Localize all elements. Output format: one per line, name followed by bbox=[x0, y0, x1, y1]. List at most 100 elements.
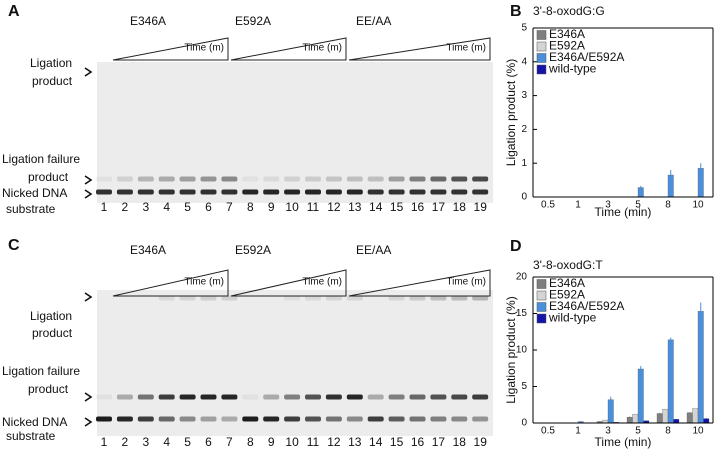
gel-band bbox=[305, 416, 321, 422]
gel-band bbox=[137, 176, 154, 182]
gel-band bbox=[242, 416, 259, 422]
gel-band bbox=[158, 176, 175, 182]
time-triangle bbox=[230, 37, 347, 61]
gel-band bbox=[221, 416, 238, 422]
gel-band bbox=[137, 189, 154, 195]
gel-band bbox=[451, 295, 468, 301]
gel-band bbox=[221, 176, 238, 182]
row-label: Nicked DNA bbox=[2, 415, 67, 429]
panel-label: C bbox=[8, 237, 20, 254]
lane-number: 5 bbox=[184, 435, 191, 449]
gel-band bbox=[263, 70, 279, 75]
lane-number: 16 bbox=[411, 435, 425, 449]
gel-band bbox=[284, 176, 301, 182]
gel-band bbox=[325, 394, 342, 400]
x-tick-label: 3 bbox=[605, 200, 611, 211]
gel-band bbox=[117, 70, 133, 75]
time-triangle bbox=[348, 269, 491, 297]
row-arrow bbox=[84, 189, 93, 199]
lane-number: 16 bbox=[411, 200, 425, 214]
gel-band bbox=[179, 176, 196, 182]
row-label: product bbox=[32, 74, 73, 88]
gel-band bbox=[242, 189, 259, 195]
x-axis-label: Time (min) bbox=[595, 205, 652, 219]
row-label: substrate bbox=[6, 429, 56, 443]
gel-band bbox=[263, 416, 280, 422]
panel-label: B bbox=[510, 3, 522, 20]
legend-label: wild-type bbox=[548, 311, 597, 325]
lane-number: 4 bbox=[163, 435, 170, 449]
gel-band bbox=[242, 70, 258, 75]
bar bbox=[632, 414, 639, 424]
gel-band bbox=[430, 394, 447, 400]
gel-band bbox=[96, 394, 112, 400]
gel-band bbox=[409, 394, 426, 400]
lane-number: 10 bbox=[285, 435, 299, 449]
gel-band bbox=[263, 394, 280, 400]
y-tick-label: 5 bbox=[521, 381, 527, 392]
gel-band bbox=[472, 295, 489, 301]
gel-band bbox=[367, 416, 384, 422]
row-label: substrate bbox=[6, 202, 56, 216]
gel-band bbox=[116, 394, 133, 400]
bar bbox=[662, 408, 669, 424]
row-label: product bbox=[28, 170, 69, 184]
bar bbox=[656, 413, 663, 424]
lane-number: 18 bbox=[453, 435, 467, 449]
time-label: Time (m) bbox=[446, 43, 486, 54]
lane-number: 8 bbox=[247, 435, 254, 449]
y-tick-label: 4 bbox=[521, 56, 527, 67]
gel-band bbox=[200, 394, 217, 400]
x-axis-label: Time (min) bbox=[595, 435, 652, 449]
gel-band bbox=[179, 394, 196, 400]
gel-band bbox=[430, 295, 447, 301]
lane-number: 6 bbox=[205, 200, 212, 214]
gel-band bbox=[137, 394, 154, 400]
lane-number: 18 bbox=[453, 200, 467, 214]
gel-band bbox=[305, 70, 321, 75]
gel-band bbox=[263, 189, 280, 195]
group-label: E346A bbox=[130, 14, 166, 28]
bar bbox=[692, 408, 699, 424]
gel-band bbox=[180, 70, 196, 75]
gel-band bbox=[179, 416, 196, 422]
group-label: EE/AA bbox=[356, 243, 391, 257]
chart-title: 3'-8-oxodG:T bbox=[533, 258, 603, 272]
gel-band bbox=[451, 416, 468, 422]
x-tick-label: 1 bbox=[575, 200, 581, 211]
gel-band bbox=[346, 416, 363, 422]
gel-band bbox=[472, 70, 488, 75]
time-triangle bbox=[348, 37, 491, 61]
gel-band bbox=[200, 416, 217, 422]
lane-number: 19 bbox=[474, 435, 488, 449]
gel-band bbox=[346, 176, 363, 182]
gel-band bbox=[388, 189, 405, 195]
x-tick-label: 5 bbox=[635, 426, 641, 437]
group-label: E592A bbox=[235, 243, 271, 257]
lane-number: 7 bbox=[226, 435, 233, 449]
y-tick-label: 5 bbox=[521, 23, 527, 34]
lane-number: 17 bbox=[432, 435, 446, 449]
group-label: E346A bbox=[130, 243, 166, 257]
time-triangle bbox=[112, 269, 229, 297]
y-tick-label: 2 bbox=[521, 124, 527, 135]
lane-number: 14 bbox=[369, 435, 383, 449]
gel-band bbox=[242, 394, 259, 400]
gel-band bbox=[409, 295, 426, 301]
gel-band bbox=[346, 394, 363, 400]
gel-band bbox=[472, 189, 489, 195]
gel-band bbox=[472, 176, 489, 182]
gel-band bbox=[96, 189, 112, 195]
gel-band bbox=[305, 394, 321, 400]
gel-band bbox=[325, 189, 342, 195]
gel-band bbox=[116, 176, 133, 182]
gel-band bbox=[242, 176, 259, 182]
y-tick-label: 3 bbox=[521, 90, 527, 101]
legend-label: E346A bbox=[549, 276, 585, 290]
gel-band bbox=[472, 394, 489, 400]
y-tick-label: 0 bbox=[521, 192, 527, 203]
gel-band bbox=[263, 176, 280, 182]
chart-title: 3'-8-oxodG:G bbox=[533, 4, 605, 18]
gel-band bbox=[200, 189, 217, 195]
lane-number: 3 bbox=[142, 435, 149, 449]
